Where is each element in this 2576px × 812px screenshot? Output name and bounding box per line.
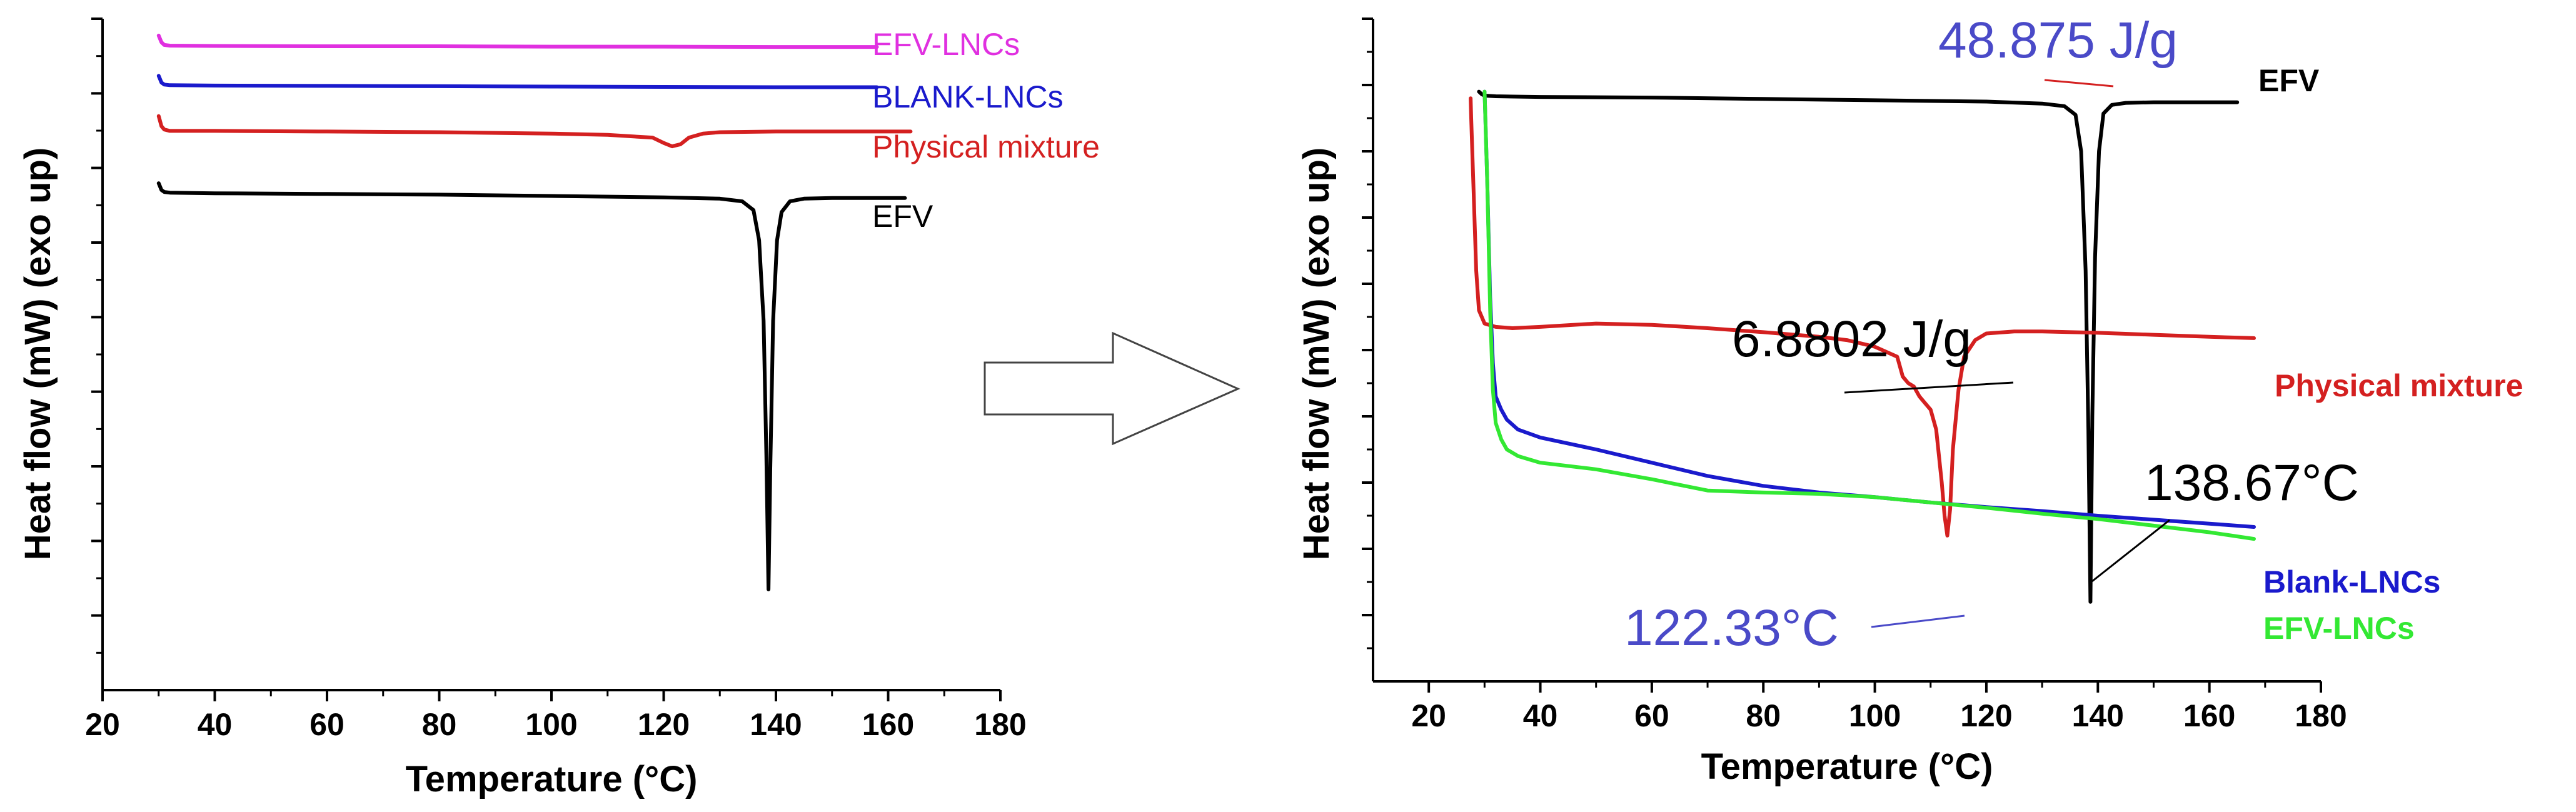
right-x-tick-label: 80 — [1746, 698, 1781, 733]
right-dsc-chart: 20 40 60 80 100 120 140 160 180 Temperature (°C)… — [1296, 12, 2523, 787]
right-series-blank-lncs — [1482, 89, 2256, 529]
right-x-tick-label: 180 — [2295, 698, 2347, 733]
right-arrow-icon — [984, 331, 1240, 446]
annotation-peak-efv: 138.67°C — [2145, 454, 2359, 511]
left-label-blank-lncs: BLANK-LNCs — [872, 79, 1064, 114]
right-plot-area — [1469, 89, 2256, 604]
right-y-axis-title: Heat flow (mW) (exo up) — [1296, 148, 1337, 561]
left-x-tick-label: 20 — [85, 707, 120, 742]
efv-enthalpy-baseline — [2044, 79, 2114, 88]
left-series-efv — [156, 181, 907, 591]
left-series-blank-lncs — [156, 74, 879, 89]
right-y-ticks — [1362, 18, 1373, 649]
pm-enthalpy-baseline — [1844, 381, 2014, 394]
left-series-physical-mixture — [156, 114, 913, 149]
annotation-enthalpy-physical-mixture: 6.8802 J/g — [1732, 311, 1971, 368]
left-plot-area — [156, 33, 913, 591]
right-x-tick-label: 100 — [1849, 698, 1901, 733]
left-x-axis-title: Temperature (°C) — [406, 759, 698, 799]
right-x-tick-label: 40 — [1523, 698, 1558, 733]
left-x-tick-label: 120 — [638, 707, 690, 742]
left-y-ticks — [91, 18, 103, 654]
left-x-tick-label: 140 — [750, 707, 802, 742]
left-y-axis-title: Heat flow (mW) (exo up) — [18, 148, 58, 561]
left-x-tick-label: 180 — [974, 707, 1026, 742]
right-label-blank-lncs: Blank-LNCs — [2263, 564, 2440, 599]
left-label-physical-mixture: Physical mixture — [872, 129, 1100, 164]
left-x-tick-label: 160 — [862, 707, 914, 742]
right-x-tick-label: 60 — [1634, 698, 1669, 733]
efv-peak-leader — [2091, 519, 2170, 583]
right-series-efv-lncs — [1482, 89, 2256, 541]
left-label-efv-lncs: EFV-LNCs — [872, 27, 1020, 62]
left-dsc-chart: 20 40 60 80 100 120 140 160 180 Temperature (°C)… — [18, 18, 1100, 799]
right-x-axis-title: Temperature (°C) — [1701, 746, 1993, 787]
right-x-tick-label: 140 — [2072, 698, 2124, 733]
right-series-physical-mixture — [1469, 96, 2256, 538]
left-x-ticks: 20 40 60 80 100 120 140 160 180 — [85, 690, 1027, 742]
left-label-efv: EFV — [872, 199, 933, 234]
left-x-tick-label: 60 — [309, 707, 345, 742]
left-x-tick-label: 100 — [525, 707, 577, 742]
right-label-efv-lncs: EFV-LNCs — [2263, 611, 2415, 646]
left-x-tick-label: 40 — [198, 707, 233, 742]
right-x-tick-label: 160 — [2183, 698, 2235, 733]
right-series-efv — [1477, 89, 2240, 604]
left-x-tick-label: 80 — [422, 707, 457, 742]
right-x-ticks: 20 40 60 80 100 120 140 160 180 — [1411, 681, 2347, 733]
annotation-enthalpy-efv: 48.875 J/g — [1938, 12, 2178, 69]
annotation-peak-physical-mixture: 122.33°C — [1624, 599, 1839, 656]
pm-peak-leader — [1871, 614, 1965, 628]
right-x-tick-label: 120 — [1960, 698, 2012, 733]
right-label-efv: EFV — [2258, 63, 2320, 98]
left-series-efv-lncs — [156, 33, 879, 49]
right-label-physical-mixture: Physical mixture — [2275, 368, 2523, 403]
right-x-tick-label: 20 — [1411, 698, 1446, 733]
